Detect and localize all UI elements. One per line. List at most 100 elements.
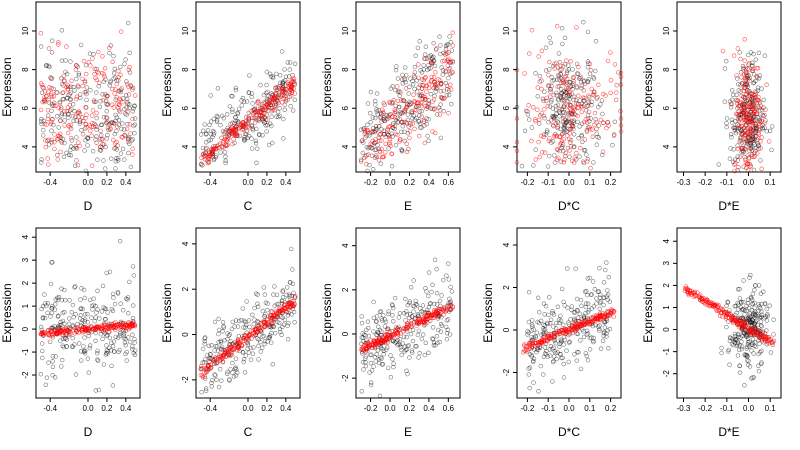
data-point-observed [95,288,100,293]
data-point-observed [85,135,91,141]
data-point-observed [727,156,733,161]
data-point-observed [739,339,744,344]
data-point-observed [266,335,272,340]
data-point-fitted [682,288,688,294]
data-point-fitted [735,98,740,104]
data-point-observed [396,315,402,320]
data-point-fitted [61,90,66,95]
data-point-observed [39,157,44,162]
data-point-observed [51,122,56,128]
data-point-observed [575,308,580,313]
data-point-fitted [387,134,392,139]
data-point-observed [376,135,381,140]
data-point-fitted [74,94,80,99]
data-point-observed [71,118,76,124]
data-point-fitted [40,84,45,90]
data-point-fitted [266,108,271,113]
data-point-observed [393,117,399,123]
data-point-observed [411,309,416,314]
data-point-fitted [564,58,569,63]
data-point-fitted [736,104,741,109]
data-point-fitted [592,122,597,127]
plot-frame [355,1,461,173]
data-point-fitted [67,329,72,334]
data-point-fitted [125,109,130,115]
data-point-observed [274,292,280,298]
data-point-fitted [82,326,88,332]
data-point-observed [750,337,756,342]
data-point-observed [531,163,536,168]
data-point-observed [74,76,79,82]
data-point-observed [757,304,762,309]
data-point-observed [587,71,593,76]
data-point-fitted [438,82,443,87]
data-point-observed [748,50,754,55]
data-point-observed [264,90,269,96]
data-point-fitted [732,168,737,174]
data-point-observed [431,340,437,345]
data-point-fitted [379,138,384,143]
data-point-observed [446,277,451,282]
data-point-fitted [753,89,758,94]
data-point-observed [559,286,565,292]
data-point-observed [391,319,396,324]
data-point-observed [68,144,74,149]
data-point-fitted [605,58,611,64]
data-point-observed [565,118,571,124]
data-point-observed [585,331,591,336]
data-point-fitted [121,325,126,330]
data-point-fitted [732,125,737,130]
data-point-observed [566,320,571,325]
data-point-observed [730,92,736,98]
data-point-observed [596,123,601,128]
data-point-observed [223,154,228,159]
data-point-observed [599,152,605,158]
data-point-observed [371,315,376,321]
data-point-fitted [256,98,261,104]
data-point-observed [748,332,753,337]
data-point-observed [55,152,60,158]
data-point-observed [232,140,237,146]
data-point-fitted [538,133,544,139]
data-point-observed [113,166,118,171]
data-point-observed [535,347,541,352]
data-point-observed [526,366,531,371]
data-point-observed [755,85,761,90]
data-point-fitted [291,79,296,84]
data-point-observed [52,307,58,312]
data-point-observed [110,383,116,388]
data-point-observed [747,275,752,280]
data-point-fitted [563,81,569,87]
data-point-fitted [762,113,767,118]
data-point-observed [130,332,135,337]
data-point-fitted [721,309,727,314]
data-point-fitted [126,67,132,73]
data-point-observed [388,86,394,91]
data-point-observed [553,107,559,113]
data-point-observed [573,98,579,103]
data-point-fitted [214,146,219,152]
data-point-observed [112,302,118,307]
data-point-observed [237,133,243,139]
data-point-observed [752,142,757,147]
data-point-observed [212,319,218,325]
data-point-fitted [273,96,278,101]
data-point-observed [360,360,366,365]
data-point-fitted [536,54,541,59]
data-point-fitted [747,60,752,66]
data-point-observed [390,313,395,318]
data-point-observed [131,123,136,129]
data-point-observed [560,131,565,136]
data-point-fitted [567,131,572,136]
data-point-observed [280,295,286,300]
x-tick-label: -0.2 [698,404,712,413]
data-point-observed [50,304,55,309]
data-point-fitted [736,118,741,124]
data-point-observed [225,371,230,377]
data-point-fitted [710,301,716,306]
data-point-observed [205,353,210,358]
data-point-observed [235,324,241,329]
data-point-observed [579,85,584,91]
x-tick-label: 0.0 [242,178,254,187]
